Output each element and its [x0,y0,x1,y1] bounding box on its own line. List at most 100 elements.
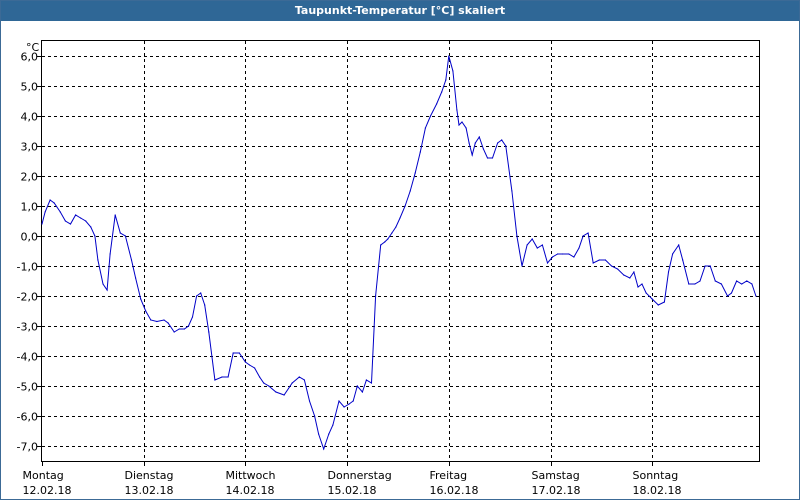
data-point [641,283,643,285]
x-tick-day-label: Samstag [532,469,580,482]
data-point [578,247,580,249]
y-tick-label: 5,0 [21,81,39,94]
data-point [64,220,66,222]
data-point [227,376,229,378]
series-layer [41,55,757,451]
x-tick-date-label: 17.02.18 [532,484,581,497]
data-point [314,415,316,417]
data-point [736,280,738,282]
data-point [436,103,438,105]
data-point [497,142,499,144]
data-point [187,325,190,327]
data-point [511,190,513,192]
y-tick-label: 4,0 [21,111,39,124]
dewpoint-chart: 6,0 5,0 4,0 3,0 2,0 1,0 0,0 -1,0 -2,0 -3,0 -4,0 -5,… [17,40,760,497]
data-point [94,235,96,237]
data-point [414,172,416,174]
data-point [41,223,43,225]
data-point [80,217,82,219]
x-tick-day-label: Dienstag [125,469,174,482]
x-tick-day-label: Donnerstag [328,469,392,482]
data-point [482,148,484,150]
data-point [667,271,670,273]
data-point [521,265,523,267]
data-point [75,214,77,216]
y-tick-label: 3,0 [21,141,39,154]
data-point [610,265,613,267]
data-point [573,256,575,258]
data-point [633,271,635,273]
data-point [441,91,443,93]
data-point [275,391,277,393]
data-point [474,142,476,144]
plot-border [41,40,760,462]
data-point [501,139,503,141]
data-point [332,424,334,426]
data-point [248,364,251,366]
data-point [562,253,564,255]
y-tick-label: 0,0 [21,231,39,244]
data-point [468,142,470,144]
data-point [458,124,460,126]
data-point [283,394,285,396]
data-point [424,127,426,129]
data-point [183,328,185,330]
data-point [465,127,467,129]
data-point [232,352,234,354]
data-point [486,157,489,159]
data-point [173,331,175,333]
data-point [387,238,389,240]
data-point [356,385,358,387]
data-point [452,70,454,72]
data-point [204,304,206,306]
data-point [384,241,386,243]
x-tick-day-label: Mittwoch [226,469,276,482]
y-tick-label: -2,0 [17,291,38,304]
data-point [461,121,463,123]
x-tick-date-label: 13.02.18 [125,484,174,497]
data-point [214,379,216,381]
data-point [200,292,202,294]
data-point [429,115,432,117]
data-point [361,391,363,393]
y-axis-unit-label: °C [26,41,40,54]
data-point [375,295,377,297]
data-point [456,109,458,111]
data-point [751,283,753,285]
data-point [682,259,684,261]
data-point [395,226,397,228]
y-tick-label: 6,0 [21,51,39,64]
data-point [546,262,549,264]
x-tick-date-label: 15.02.18 [328,484,377,497]
data-point [178,328,180,330]
data-point [587,232,589,234]
data-point [343,406,345,408]
y-axis-ticks: 6,0 5,0 4,0 3,0 2,0 1,0 0,0 -1,0 -2,0 -3,0 -4,0 -5,… [17,51,42,454]
data-point [746,280,748,282]
data-point [582,235,584,237]
data-point [651,298,653,300]
data-point [678,244,680,246]
data-point [323,448,325,450]
data-point [516,235,518,237]
data-point [657,304,659,306]
y-tick-label: -5,0 [17,381,38,394]
data-point [730,292,733,294]
data-point [741,283,743,285]
data-point [478,136,480,138]
data-point [720,283,723,285]
data-point [298,376,300,378]
x-axis-ticks: Montag 12.02.18 Dienstag 13.02.18 Mittwoch 14… [23,461,681,497]
data-point [637,286,639,288]
data-point [238,352,240,354]
data-point [623,274,625,276]
y-tick-label: 2,0 [21,171,39,184]
data-point [221,376,223,378]
y-tick-label: -7,0 [17,441,38,454]
data-point [156,320,158,323]
data-point [352,400,354,402]
data-point [69,223,72,225]
data-point [380,244,382,246]
data-point [328,433,330,435]
